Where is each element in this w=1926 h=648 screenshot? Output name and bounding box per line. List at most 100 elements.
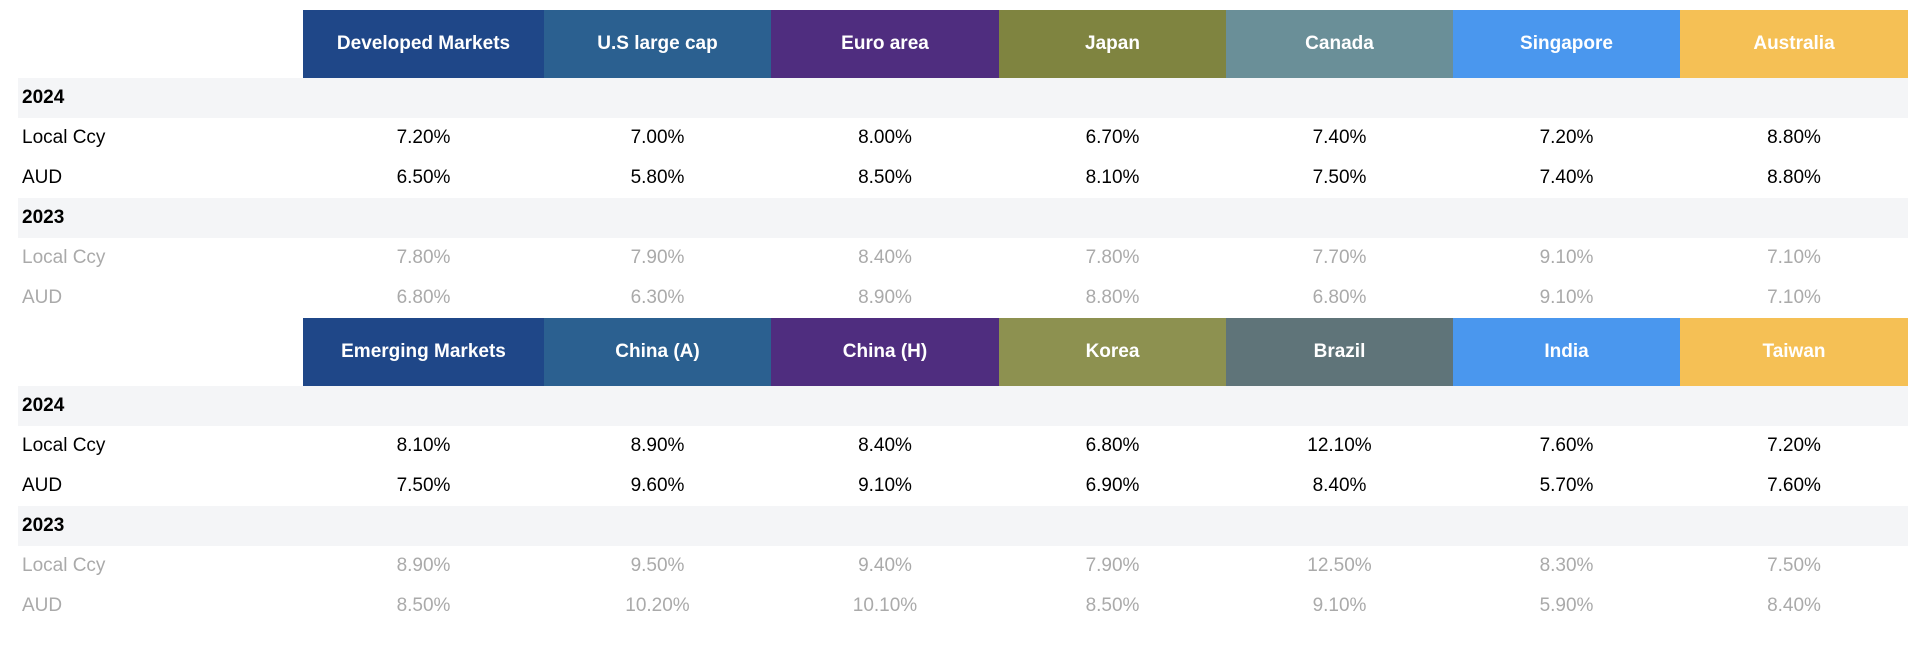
- row-label: AUD: [22, 167, 63, 188]
- value-cell: 6.80%: [1085, 435, 1140, 456]
- row-label: Local Ccy: [22, 555, 106, 576]
- value-cell: 6.90%: [1085, 475, 1140, 496]
- data-row: AUD 6.50% 5.80% 8.50% 8.10% 7.50% 7.40% 8.80%: [18, 158, 1908, 198]
- value-cell: 9.10%: [858, 475, 912, 496]
- data-row: AUD 7.50% 9.60% 9.10% 6.90% 8.40% 5.70% 7.60%: [18, 466, 1908, 506]
- value-cell: 7.90%: [630, 247, 685, 268]
- year-cell: [999, 386, 1226, 426]
- year-cell: [544, 78, 771, 118]
- year-cell: [303, 386, 544, 426]
- column-header: India: [1453, 318, 1680, 386]
- column-header: China (A): [544, 318, 771, 386]
- value-cell: 6.30%: [630, 287, 685, 308]
- header-row: Developed Markets U.S large cap Euro area J…: [18, 10, 1908, 78]
- data-row: Local Ccy 7.80% 7.90% 8.40% 7.80% 7.70% 9.10% 7…: [18, 238, 1908, 278]
- year-cell: [1453, 198, 1680, 238]
- year-row: 2023: [18, 198, 1908, 238]
- year-cell: [544, 506, 771, 546]
- column-header: Australia: [1680, 10, 1908, 78]
- value-cell: 5.80%: [630, 167, 685, 188]
- value-cell: 8.90%: [858, 287, 912, 308]
- data-row: AUD 6.80% 6.30% 8.90% 8.80% 6.80% 9.10% 7.10%: [18, 278, 1908, 318]
- value-cell: 10.20%: [625, 595, 690, 616]
- year-label: 2024: [18, 78, 303, 118]
- value-cell: 12.50%: [1307, 555, 1372, 576]
- value-cell: 7.70%: [1312, 247, 1367, 268]
- returns-table: Developed Markets U.S large cap Euro area J…: [18, 10, 1908, 626]
- column-header: Brazil: [1226, 318, 1453, 386]
- column-header: Emerging Markets: [303, 318, 544, 386]
- year-cell: [771, 386, 999, 426]
- year-cell: [303, 78, 544, 118]
- value-cell: 7.00%: [630, 127, 685, 148]
- column-header: China (H): [771, 318, 999, 386]
- data-row: Local Ccy 8.10% 8.90% 8.40% 6.80% 12.10% 7.60%…: [18, 426, 1908, 466]
- value-cell: 12.10%: [1307, 435, 1372, 456]
- value-cell: 7.60%: [1539, 435, 1594, 456]
- year-cell: [544, 386, 771, 426]
- value-cell: 8.50%: [396, 595, 451, 616]
- value-cell: 8.80%: [1085, 287, 1140, 308]
- year-label: 2023: [18, 506, 303, 546]
- value-cell: 7.60%: [1767, 475, 1821, 496]
- value-cell: 8.50%: [1085, 595, 1140, 616]
- value-cell: 6.80%: [396, 287, 451, 308]
- year-cell: [771, 198, 999, 238]
- row-label: Local Ccy: [22, 247, 106, 268]
- value-cell: 8.40%: [1767, 595, 1821, 616]
- year-label: 2024: [18, 386, 303, 426]
- data-row: Local Ccy 7.20% 7.00% 8.00% 6.70% 7.40% 7.20% 8…: [18, 118, 1908, 158]
- value-cell: 9.10%: [1312, 595, 1367, 616]
- year-cell: [999, 506, 1226, 546]
- header-blank: [18, 318, 303, 386]
- value-cell: 7.10%: [1767, 247, 1821, 268]
- value-cell: 8.90%: [630, 435, 685, 456]
- year-cell: [999, 78, 1226, 118]
- row-label: Local Ccy: [22, 435, 106, 456]
- value-cell: 9.40%: [858, 555, 912, 576]
- value-cell: 7.50%: [1312, 167, 1367, 188]
- value-cell: 6.70%: [1085, 127, 1140, 148]
- value-cell: 6.80%: [1312, 287, 1367, 308]
- column-header: Korea: [999, 318, 1226, 386]
- year-cell: [1680, 78, 1908, 118]
- value-cell: 8.80%: [1767, 127, 1821, 148]
- header-blank: [18, 10, 303, 78]
- year-cell: [771, 506, 999, 546]
- value-cell: 6.50%: [396, 167, 451, 188]
- row-label: AUD: [22, 595, 63, 616]
- value-cell: 7.20%: [396, 127, 451, 148]
- value-cell: 8.30%: [1539, 555, 1594, 576]
- value-cell: 10.10%: [852, 595, 918, 616]
- year-row: 2024: [18, 78, 1908, 118]
- year-cell: [1226, 78, 1453, 118]
- value-cell: 7.50%: [1767, 555, 1821, 576]
- value-cell: 9.50%: [630, 555, 685, 576]
- value-cell: 7.80%: [396, 247, 451, 268]
- value-cell: 8.90%: [396, 555, 451, 576]
- year-label: 2023: [18, 198, 303, 238]
- value-cell: 8.40%: [1312, 475, 1367, 496]
- value-cell: 5.70%: [1539, 475, 1594, 496]
- data-row: AUD 8.50% 10.20% 10.10% 8.50% 9.10% 5.90% 8.40%: [18, 586, 1908, 626]
- year-cell: [1226, 386, 1453, 426]
- value-cell: 7.50%: [396, 475, 451, 496]
- year-cell: [771, 78, 999, 118]
- year-cell: [1680, 198, 1908, 238]
- column-header: U.S large cap: [544, 10, 771, 78]
- value-cell: 8.10%: [396, 435, 451, 456]
- table-wrap: Developed Markets U.S large cap Euro area J…: [18, 10, 1908, 626]
- column-header: Japan: [999, 10, 1226, 78]
- column-header: Euro area: [771, 10, 999, 78]
- value-cell: 9.10%: [1539, 247, 1594, 268]
- year-cell: [1226, 506, 1453, 546]
- year-cell: [544, 198, 771, 238]
- value-cell: 7.40%: [1312, 127, 1367, 148]
- value-cell: 7.20%: [1767, 435, 1821, 456]
- year-cell: [1680, 506, 1908, 546]
- value-cell: 7.90%: [1085, 555, 1140, 576]
- year-cell: [303, 198, 544, 238]
- year-cell: [1226, 198, 1453, 238]
- column-header: Taiwan: [1680, 318, 1908, 386]
